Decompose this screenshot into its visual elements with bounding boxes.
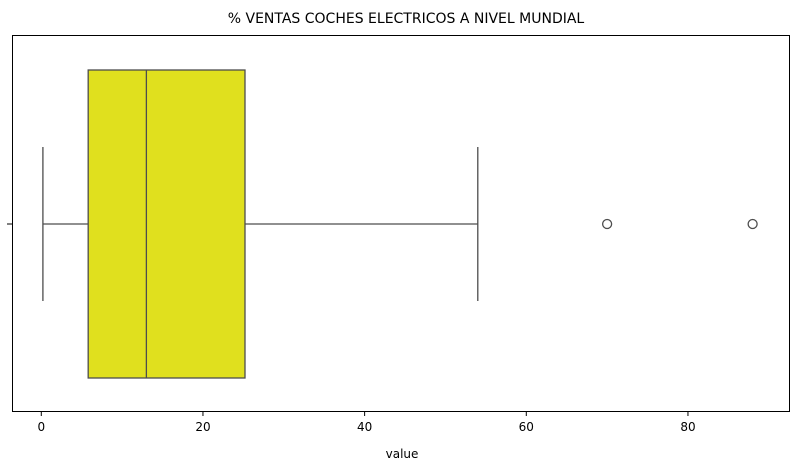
chart-title: % VENTAS COCHES ELECTRICOS A NIVEL MUNDI… [228, 11, 585, 27]
x-tick-label: 60 [519, 420, 534, 434]
x-tick-label: 0 [37, 420, 45, 434]
plot-area-frame [12, 35, 790, 412]
x-axis-label: value [386, 447, 419, 461]
x-axis: 0 20 40 60 80 [37, 411, 696, 434]
x-tick-label: 40 [357, 420, 372, 434]
x-tick-label: 20 [195, 420, 210, 434]
outlier-point [747, 218, 758, 230]
box-plot [42, 69, 758, 379]
outlier-point [601, 218, 613, 230]
interquartile-box [87, 69, 246, 379]
x-tick-label: 80 [680, 420, 695, 434]
